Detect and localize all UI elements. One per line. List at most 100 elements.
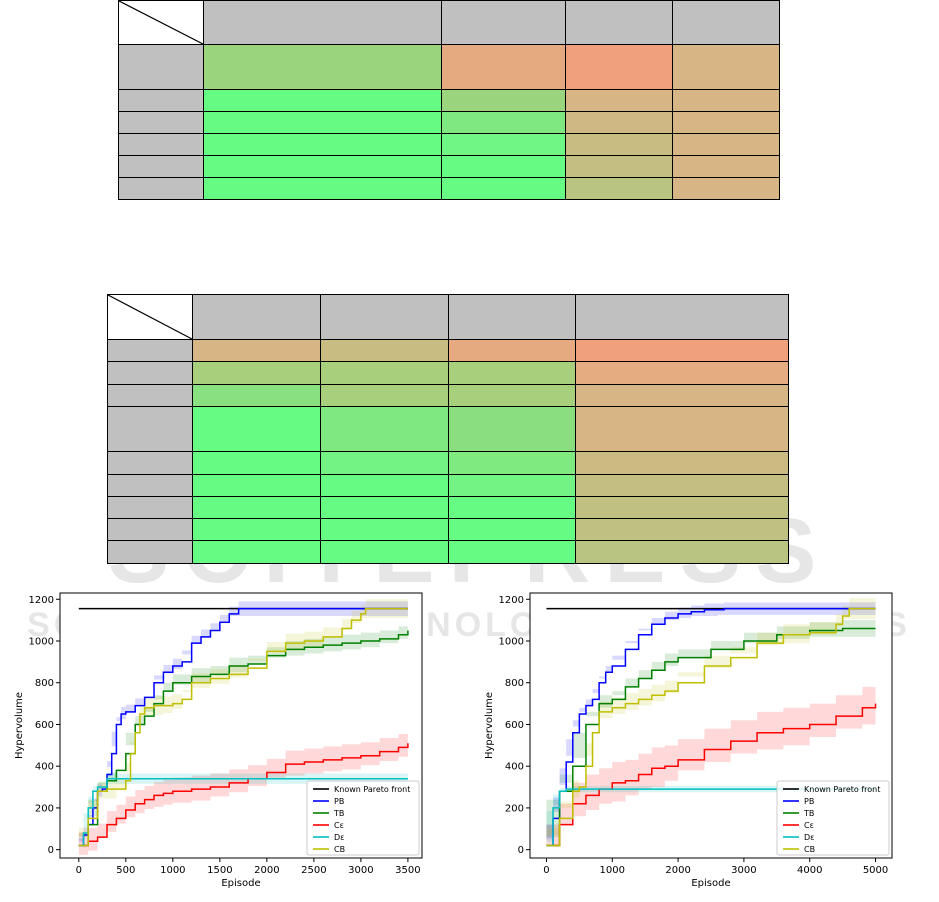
table2-row	[107, 361, 789, 385]
heatmap-cell	[441, 177, 566, 200]
heatmap-cell	[448, 406, 576, 452]
heatmap-cell	[448, 451, 576, 475]
heatmap-cell	[203, 44, 442, 90]
heatmap-cell	[203, 133, 442, 156]
heatmap-cell	[575, 474, 789, 497]
column-header-cell	[672, 0, 780, 45]
heatmap-cell	[565, 44, 673, 90]
results-table-1	[118, 0, 780, 200]
row-header-cell	[107, 540, 193, 564]
y-tick-label: 1200	[499, 595, 524, 606]
x-tick-label: 0	[543, 865, 549, 876]
legend-entry: CB	[804, 845, 815, 854]
row-header-cell	[107, 496, 193, 519]
heatmap-cell	[575, 384, 789, 407]
row-header-cell	[118, 177, 204, 200]
hypervolume-plot-2: 0 1000 2000 3000 4000 5000 0 200 400 600 800 1000 12…	[484, 592, 893, 889]
table1-row	[118, 155, 780, 178]
heatmap-cell	[672, 177, 780, 200]
x-tick-label: 1000	[600, 865, 625, 876]
heatmap-cell	[320, 406, 449, 452]
heatmap-cell	[441, 44, 566, 90]
heatmap-cell	[203, 111, 442, 134]
y-tick-label: 400	[35, 762, 54, 773]
y-tick-label: 0	[518, 845, 524, 856]
legend: Known Pareto front PB TB Cε Dε CB	[776, 780, 890, 856]
heatmap-cell	[565, 133, 673, 156]
heatmap-cell	[448, 496, 576, 519]
heatmap-cell	[672, 111, 780, 134]
diagonal-corner-cell	[118, 0, 204, 45]
series-line	[78, 743, 409, 847]
heatmap-cell	[672, 133, 780, 156]
table1-row	[118, 0, 780, 45]
y-tick-label: 600	[35, 720, 54, 731]
column-header-cell	[575, 294, 789, 340]
legend-entry: Known Pareto front	[804, 785, 880, 794]
y-tick-label: 1000	[499, 636, 524, 647]
series-line	[546, 607, 876, 847]
table2-row	[107, 339, 789, 362]
table1-row	[118, 89, 780, 112]
legend-entry: TB	[333, 809, 344, 818]
column-header-cell	[441, 0, 566, 45]
heatmap-cell	[575, 540, 789, 564]
heatmap-cell	[203, 177, 442, 200]
row-header-cell	[107, 406, 193, 452]
table1-row	[118, 111, 780, 134]
heatmap-cell	[441, 133, 566, 156]
heatmap-cell	[320, 339, 449, 362]
row-header-cell	[107, 474, 193, 497]
y-tick-label: 600	[505, 720, 524, 731]
hypervolume-plot-1: 0 500 1000 1500 2000 2500 3000 3500 0 200 400 600 80…	[14, 592, 423, 889]
row-header-cell	[118, 155, 204, 178]
series-line	[546, 607, 876, 847]
heatmap-cell	[192, 384, 321, 407]
legend-box	[306, 780, 420, 856]
heatmap-cell	[320, 518, 449, 541]
confidence-band	[78, 729, 408, 860]
heatmap-cell	[320, 540, 449, 564]
x-tick-label: 1000	[160, 865, 185, 876]
legend-entry: Cε	[804, 821, 814, 830]
heatmap-cell	[448, 474, 576, 497]
heatmap-cell	[441, 89, 566, 112]
heatmap-cell	[203, 155, 442, 178]
legend-box	[776, 780, 890, 856]
heatmap-cell	[203, 89, 442, 112]
table2-row	[107, 384, 789, 407]
row-header-cell	[107, 339, 193, 362]
heatmap-cell	[672, 155, 780, 178]
x-tick-label: 2000	[254, 865, 279, 876]
column-header-cell	[448, 294, 576, 340]
confidence-band	[78, 622, 408, 854]
x-tick-label: 2000	[665, 865, 690, 876]
series-line	[78, 630, 409, 847]
table2-row	[107, 518, 789, 541]
table2-row	[107, 406, 789, 452]
heatmap-cell	[448, 384, 576, 407]
row-header-cell	[107, 451, 193, 475]
heatmap-cell	[575, 406, 789, 452]
heatmap-cell	[192, 474, 321, 497]
heatmap-cell	[575, 361, 789, 385]
heatmap-cell	[565, 155, 673, 178]
x-tick-label: 3000	[348, 865, 373, 876]
heatmap-cell	[575, 339, 789, 362]
y-tick-label: 800	[35, 678, 54, 689]
row-header-cell	[118, 111, 204, 134]
table2-row	[107, 496, 789, 519]
heatmap-cell	[575, 518, 789, 541]
heatmap-cell	[192, 518, 321, 541]
series-line	[546, 627, 876, 847]
column-header-cell	[320, 294, 449, 340]
y-tick-label: 1200	[29, 595, 54, 606]
heatmap-cell	[448, 339, 576, 362]
heatmap-cell	[192, 496, 321, 519]
x-tick-label: 2500	[301, 865, 326, 876]
table1-row	[118, 177, 780, 200]
row-header-cell	[118, 44, 204, 90]
heatmap-cell	[448, 518, 576, 541]
column-header-cell	[192, 294, 321, 340]
heatmap-cell	[320, 384, 449, 407]
